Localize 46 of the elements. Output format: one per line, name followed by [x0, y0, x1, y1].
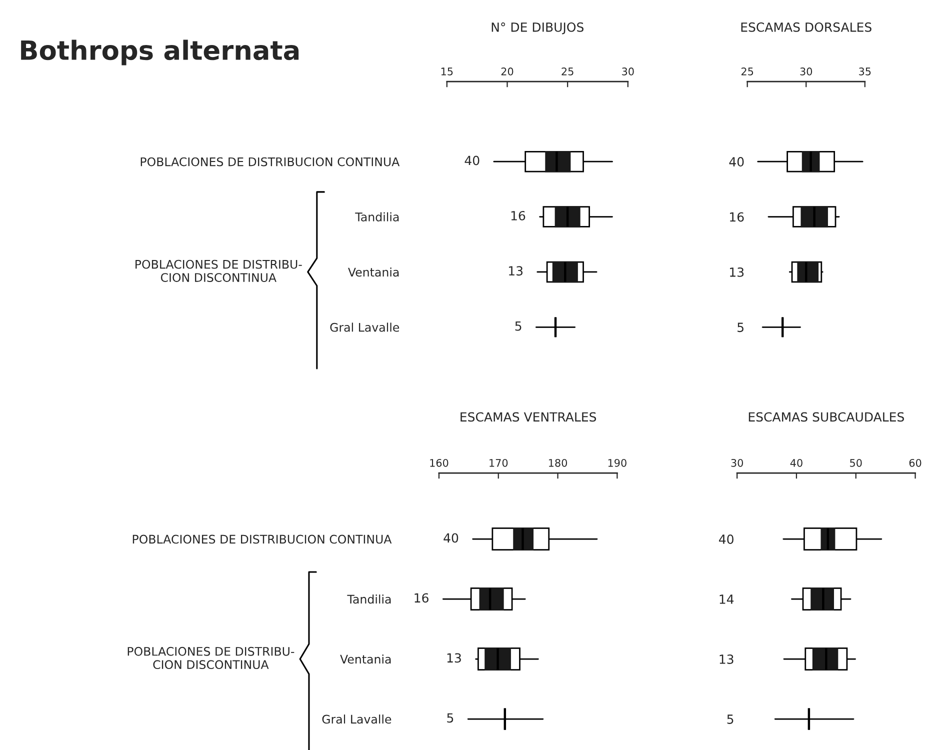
text: Bothrops alternata [21, 40, 299, 66]
x-tick-label: 35 [859, 68, 871, 76]
y-tick-label: 13 [720, 654, 734, 664]
y-tick-label: 40 [718, 534, 734, 544]
text: POBLACIONES DE DISTRIBU- CION DISCONTINUA [128, 646, 294, 670]
annotation: 40 [444, 533, 458, 543]
x-tick-label: 160 [430, 458, 448, 467]
x-tick-label: 170 [490, 458, 508, 467]
y-tick-label: Gral Lavalle [330, 322, 400, 332]
y-tick-label: 40 [729, 157, 744, 167]
y-tick-label: 16 [730, 212, 744, 222]
annotation: 5 [515, 321, 522, 331]
annotation: 13 [508, 266, 523, 276]
annotation: 13 [447, 653, 461, 663]
chart-title: ESCAMAS VENTRALES [460, 412, 596, 422]
x-tick-label: 30 [622, 68, 634, 76]
y-tick-label: 14 [720, 594, 734, 604]
y-tick-label: Gral Lavalle [322, 714, 392, 724]
x-tick-label: 25 [562, 68, 574, 76]
text: 16 [414, 593, 428, 603]
x-tick-label: 25 [741, 68, 754, 76]
annotation: 16 [511, 210, 526, 220]
y-tick-label: Tandilia [355, 212, 399, 222]
y-tick-label: POBLACIONES DE DISTRIBUCION CONTINUA [140, 157, 400, 166]
annotation: 5 [447, 713, 454, 723]
y-tick-label: 5 [738, 322, 744, 332]
x-tick-label: 30 [800, 68, 812, 76]
text: POBLACIONES DE DISTRIBU- CION DISCONTINUA [136, 260, 302, 282]
x-tick-label: 60 [909, 458, 922, 467]
x-tick-label: 190 [608, 458, 626, 467]
x-tick-label: 30 [731, 458, 744, 467]
y-tick-label: 13 [730, 267, 744, 277]
y-tick-label: 5 [727, 714, 734, 724]
chart-title: ESCAMAS SUBCAUDALES [748, 412, 904, 422]
x-tick-label: 50 [850, 458, 862, 467]
y-tick-label: POBLACIONES DE DISTRIBUCION CONTINUA [132, 534, 392, 544]
x-tick-label: 180 [548, 458, 568, 467]
chart-title: N° DE DIBUJOS [492, 22, 584, 34]
annotation: 40 [464, 156, 480, 166]
x-tick-label: 15 [441, 68, 453, 76]
y-tick-label: Tandilia [347, 594, 391, 604]
y-tick-label: Ventania [348, 267, 399, 277]
y-tick-label: Ventania [340, 654, 391, 664]
x-tick-label: 20 [501, 68, 514, 76]
x-tick-label: 40 [790, 458, 802, 467]
chart-title: ESCAMAS DORSALES [741, 22, 872, 32]
